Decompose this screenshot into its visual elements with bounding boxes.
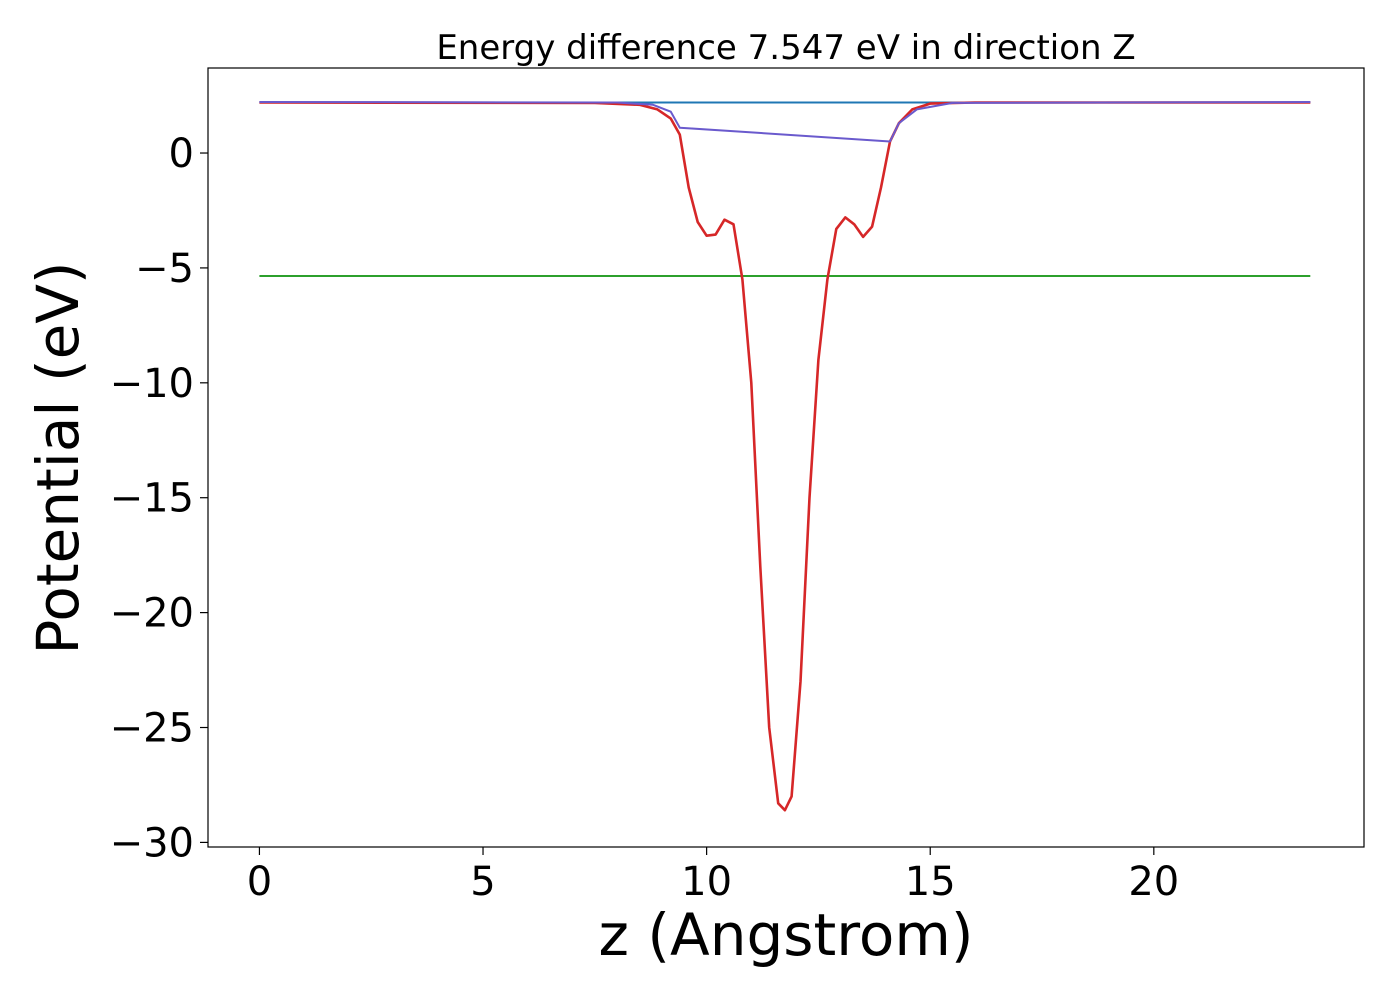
y-axis: 0 −5 −10 −15 −20 −25 −30 bbox=[110, 131, 208, 866]
x-tick-label: 15 bbox=[905, 859, 956, 905]
x-axis-label: z (Angstrom) bbox=[599, 901, 974, 969]
plot-area bbox=[259, 101, 1311, 812]
y-tick-label: −20 bbox=[110, 591, 194, 637]
y-tick-label: −25 bbox=[110, 706, 194, 752]
x-axis: 0 5 10 15 20 bbox=[247, 847, 1179, 905]
y-tick-label: −10 bbox=[110, 361, 194, 407]
y-axis-label: Potential (eV) bbox=[24, 261, 92, 654]
y-tick-label: −30 bbox=[110, 820, 194, 866]
x-tick-label: 20 bbox=[1128, 859, 1179, 905]
x-tick-label: 5 bbox=[470, 859, 495, 905]
x-tick-label: 0 bbox=[247, 859, 272, 905]
chart-title: Energy difference 7.547 eV in direction … bbox=[436, 28, 1135, 68]
series-line-4 bbox=[259, 101, 1311, 143]
x-tick-label: 10 bbox=[681, 859, 732, 905]
y-tick-label: −15 bbox=[110, 476, 194, 522]
y-tick-label: 0 bbox=[169, 131, 194, 177]
y-tick-label: −5 bbox=[135, 246, 194, 292]
series-line-3 bbox=[259, 101, 1311, 812]
plot-frame bbox=[207, 67, 1365, 848]
